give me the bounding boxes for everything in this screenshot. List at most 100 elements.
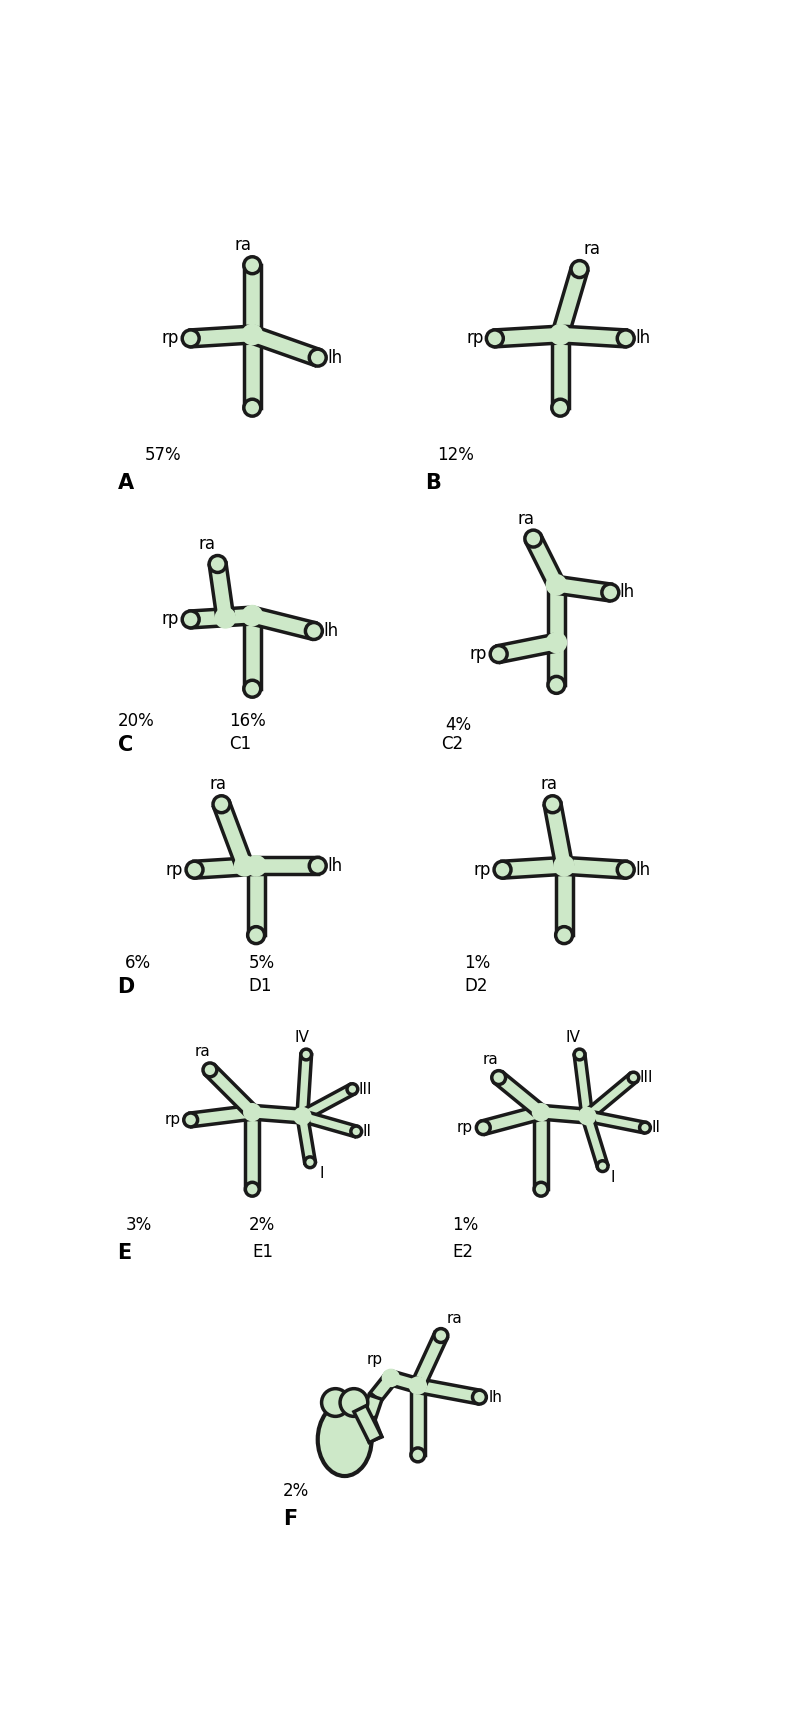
Circle shape xyxy=(492,1070,505,1084)
Text: ra: ra xyxy=(195,1044,210,1060)
Text: 4%: 4% xyxy=(445,716,471,733)
Text: 20%: 20% xyxy=(118,712,155,730)
Circle shape xyxy=(548,676,565,693)
Circle shape xyxy=(321,1388,349,1416)
Circle shape xyxy=(545,631,567,654)
Text: ra: ra xyxy=(483,1051,499,1067)
Circle shape xyxy=(381,1369,400,1387)
Circle shape xyxy=(248,927,264,944)
Polygon shape xyxy=(354,1406,381,1442)
Circle shape xyxy=(186,861,203,878)
Text: C2: C2 xyxy=(441,735,463,752)
Polygon shape xyxy=(584,1074,637,1120)
Text: 57%: 57% xyxy=(144,446,181,463)
Text: ra: ra xyxy=(235,237,252,254)
Circle shape xyxy=(409,1376,427,1395)
Text: 1%: 1% xyxy=(464,954,490,972)
Circle shape xyxy=(243,1103,261,1122)
Text: rp: rp xyxy=(164,1112,180,1127)
Circle shape xyxy=(213,795,230,813)
Text: rp: rp xyxy=(367,1352,383,1368)
Text: 5%: 5% xyxy=(248,954,275,972)
Polygon shape xyxy=(548,584,565,685)
Polygon shape xyxy=(250,607,316,640)
Circle shape xyxy=(628,1072,639,1082)
Polygon shape xyxy=(564,858,626,878)
Polygon shape xyxy=(497,635,558,662)
Polygon shape xyxy=(245,1112,260,1190)
Text: D2: D2 xyxy=(464,977,488,996)
Polygon shape xyxy=(248,866,264,935)
Text: rp: rp xyxy=(162,610,179,628)
Text: ra: ra xyxy=(517,510,534,527)
Text: 2%: 2% xyxy=(283,1482,309,1499)
Text: II: II xyxy=(651,1120,660,1136)
Circle shape xyxy=(534,1183,548,1196)
Circle shape xyxy=(183,1113,198,1127)
Circle shape xyxy=(473,1390,486,1404)
Text: IV: IV xyxy=(295,1030,310,1046)
Text: II: II xyxy=(362,1124,372,1139)
Circle shape xyxy=(434,1328,448,1342)
Circle shape xyxy=(532,1103,550,1122)
Polygon shape xyxy=(389,1371,420,1392)
Text: ra: ra xyxy=(209,775,226,794)
Circle shape xyxy=(574,1050,585,1060)
Polygon shape xyxy=(361,1418,382,1442)
Text: lh: lh xyxy=(323,622,338,640)
Polygon shape xyxy=(417,1378,481,1404)
Polygon shape xyxy=(301,1112,358,1136)
Circle shape xyxy=(578,1107,597,1126)
Polygon shape xyxy=(552,266,588,337)
Text: lh: lh xyxy=(635,330,650,348)
Circle shape xyxy=(244,258,261,273)
Circle shape xyxy=(309,349,326,367)
Polygon shape xyxy=(411,1385,425,1454)
Polygon shape xyxy=(560,327,626,348)
Polygon shape xyxy=(502,858,565,878)
Circle shape xyxy=(639,1122,650,1132)
Polygon shape xyxy=(544,802,573,868)
Circle shape xyxy=(549,323,571,346)
Circle shape xyxy=(486,330,503,348)
Polygon shape xyxy=(297,1055,312,1117)
Text: rp: rp xyxy=(457,1120,473,1136)
Text: 6%: 6% xyxy=(125,954,151,972)
Ellipse shape xyxy=(318,1402,372,1477)
Circle shape xyxy=(182,330,199,348)
Polygon shape xyxy=(300,1084,355,1120)
Text: B: B xyxy=(425,474,441,493)
Circle shape xyxy=(209,555,226,572)
Circle shape xyxy=(293,1107,312,1126)
Polygon shape xyxy=(552,334,569,408)
Circle shape xyxy=(618,861,634,878)
Polygon shape xyxy=(534,1112,548,1190)
Polygon shape xyxy=(214,801,252,868)
Circle shape xyxy=(571,261,588,278)
Polygon shape xyxy=(586,1110,646,1132)
Polygon shape xyxy=(556,866,573,935)
Circle shape xyxy=(245,1183,260,1196)
Polygon shape xyxy=(244,334,261,408)
Text: I: I xyxy=(610,1171,615,1184)
Text: lh: lh xyxy=(635,861,650,878)
Text: lh: lh xyxy=(619,583,634,602)
Circle shape xyxy=(525,531,541,546)
Text: rp: rp xyxy=(474,861,491,878)
Text: C1: C1 xyxy=(229,735,252,752)
Polygon shape xyxy=(249,327,320,365)
Circle shape xyxy=(305,622,322,640)
Text: ra: ra xyxy=(583,240,601,258)
Text: ra: ra xyxy=(540,775,557,794)
Text: rp: rp xyxy=(162,330,179,348)
Text: 1%: 1% xyxy=(453,1215,479,1235)
Circle shape xyxy=(545,574,567,595)
Circle shape xyxy=(234,856,256,877)
Circle shape xyxy=(245,856,267,877)
Polygon shape xyxy=(412,1333,447,1388)
Circle shape xyxy=(602,584,619,602)
Circle shape xyxy=(351,1126,361,1138)
Circle shape xyxy=(244,679,261,697)
Circle shape xyxy=(304,1157,316,1167)
Polygon shape xyxy=(244,265,261,334)
